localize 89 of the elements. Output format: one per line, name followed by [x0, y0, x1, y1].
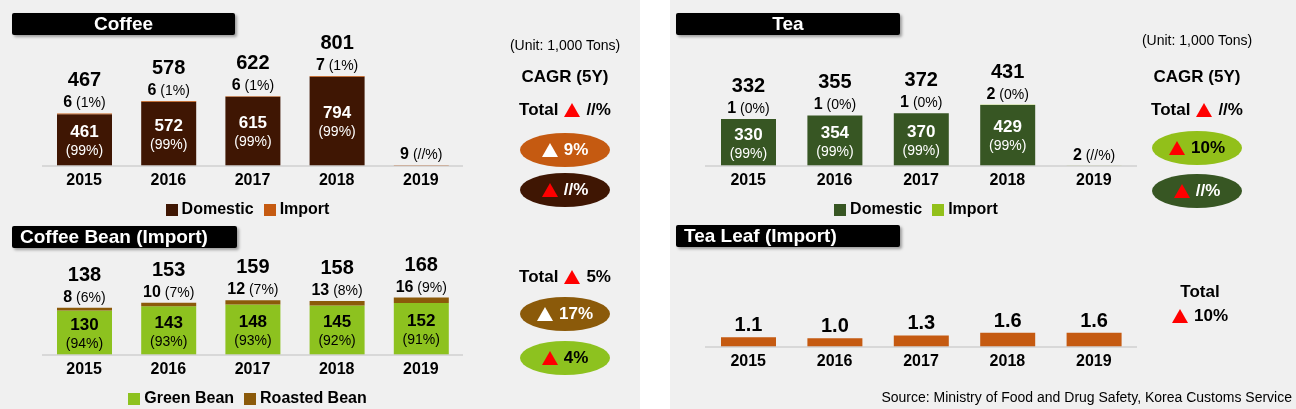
data-label: 145 (92%): [318, 312, 356, 349]
text: Total: [1151, 100, 1191, 120]
data-label: 143 (93%): [150, 312, 188, 349]
data-label: 354 (99%): [816, 122, 854, 159]
data-label: 1.1: [734, 313, 763, 336]
x-tick-label: 2018: [989, 352, 1026, 370]
total-label: 332: [731, 73, 766, 96]
data-label: 1 (0%): [813, 95, 857, 113]
text: //%: [1218, 100, 1243, 120]
data-label: 8 (6%): [63, 287, 106, 305]
data-label: 370 (99%): [902, 121, 940, 158]
x-tick-label: 2015: [730, 171, 767, 189]
x-tick-label: 2019: [403, 360, 439, 378]
total-label: 168: [404, 252, 438, 275]
x-tick-label: 2015: [66, 171, 102, 189]
data-label: 1 (0%): [727, 98, 770, 116]
x-tick-label: 2016: [150, 171, 187, 189]
total-label: 158: [320, 256, 354, 279]
total-label: 431: [991, 59, 1025, 82]
data-label: 794 (99%): [318, 103, 356, 140]
text: CAGR (5Y): [1153, 67, 1241, 87]
total-label: 153: [152, 257, 186, 280]
x-tick-label: 2017: [903, 171, 939, 189]
x-tick-label: 2016: [816, 171, 853, 189]
text: CAGR (5Y): [521, 67, 609, 87]
x-tick-label: 2017: [234, 360, 271, 378]
data-label: 9 (//%): [400, 144, 443, 162]
x-tick-label: 2018: [318, 171, 355, 189]
source-note: Source: Ministry of Food and Drug Safety, Korea Customs Service: [881, 389, 1292, 405]
data-label: 2 (//%): [1072, 145, 1116, 163]
data-label: 1.6: [993, 308, 1022, 331]
x-tick-label: 2018: [318, 360, 355, 378]
legend-label: Import: [279, 200, 330, 217]
total-label: 355: [818, 70, 852, 93]
total-label: 467: [67, 68, 102, 91]
legend-label: Import: [948, 200, 998, 217]
x-tick-label: 2017: [903, 352, 939, 370]
x-tick-label: 2015: [66, 360, 102, 378]
data-label: 16 (9%): [395, 277, 447, 295]
legend-label: Domestic: [850, 200, 923, 217]
text: 5%: [586, 267, 611, 287]
x-tick-label: 2015: [730, 352, 767, 370]
data-label: 461 (99%): [65, 122, 104, 159]
total-label: 578: [152, 55, 186, 78]
data-label: 6 (1%): [231, 76, 275, 94]
text: Total: [519, 100, 559, 120]
chart-title: Tea Leaf (Import): [684, 225, 837, 247]
x-tick-label: 2019: [1076, 171, 1112, 189]
total-label: 372: [904, 68, 938, 91]
data-label: 2 (0%): [986, 84, 1029, 102]
text: Total: [1180, 282, 1220, 302]
text: (Unit: 1,000 Tons): [509, 37, 621, 53]
x-tick-label: 2016: [150, 360, 187, 378]
data-label: 330 (99%): [729, 124, 768, 161]
total-label: 622: [236, 51, 270, 74]
chart-title: Coffee Bean (Import): [20, 226, 208, 248]
data-label: 615 (99%): [234, 113, 272, 150]
data-label: 7 (1%): [315, 55, 359, 73]
text: (Unit: 1,000 Tons): [1141, 32, 1253, 48]
legend-label: Roasted Bean: [260, 389, 367, 406]
data-label: 152 (91%): [402, 311, 440, 348]
data-label: 12 (7%): [227, 280, 279, 298]
chart-title: Tea: [771, 13, 805, 35]
data-label: 1 (0%): [900, 93, 943, 111]
data-label: 572 (99%): [150, 115, 188, 152]
data-label: 1.3: [907, 311, 936, 334]
data-label: 1.0: [820, 314, 849, 337]
total-label: 138: [67, 262, 102, 285]
legend-label: Green Bean: [144, 389, 235, 406]
x-tick-label: 2019: [1076, 352, 1112, 370]
data-label: 10 (7%): [143, 282, 195, 300]
data-label: 148 (93%): [234, 311, 272, 348]
data-label: 13 (8%): [311, 281, 363, 299]
total-label: 801: [320, 30, 354, 53]
data-label: 130 (94%): [65, 314, 104, 351]
text: Total: [519, 267, 559, 287]
text: //%: [586, 100, 611, 120]
total-label: 159: [236, 255, 270, 278]
text: 10%: [1193, 306, 1229, 326]
x-tick-label: 2019: [403, 171, 439, 189]
data-label: 6 (1%): [147, 80, 190, 98]
x-tick-label: 2016: [816, 352, 853, 370]
data-label: 1.6: [1080, 308, 1109, 331]
legend-label: Domestic: [181, 200, 254, 217]
data-label: 6 (1%): [63, 93, 106, 111]
data-label: 429 (99%): [989, 117, 1027, 154]
chart-title: Coffee: [92, 13, 155, 35]
x-tick-label: 2017: [234, 171, 271, 189]
x-tick-label: 2018: [989, 171, 1026, 189]
